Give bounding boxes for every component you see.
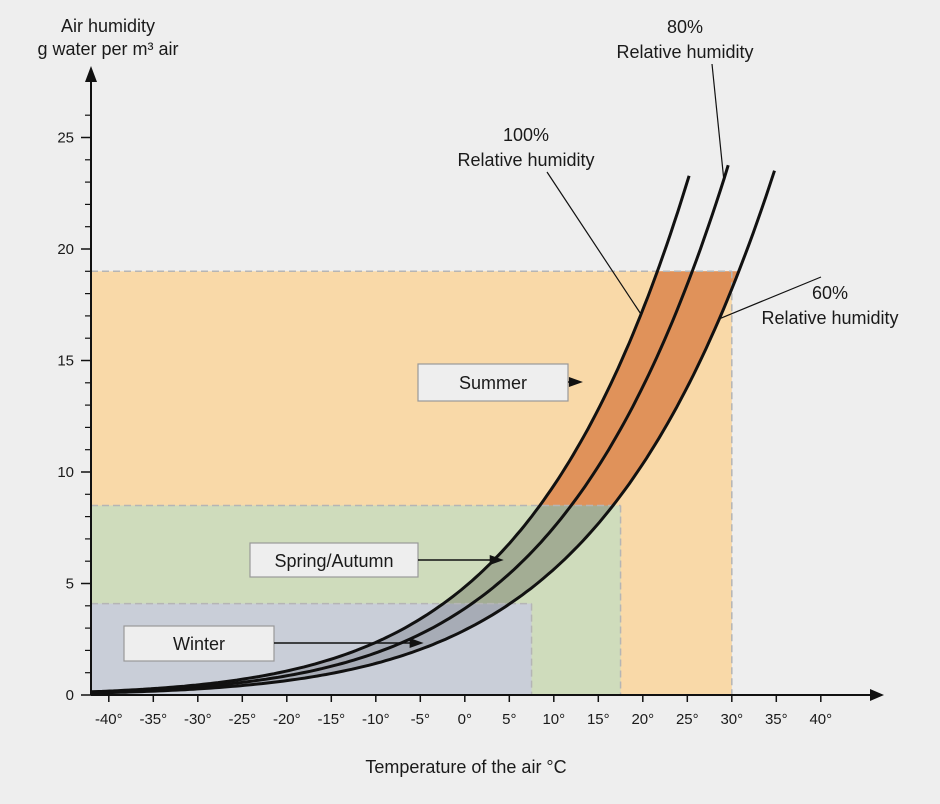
annotation-leader-line (719, 276, 822, 320)
x-tick-label: -5° (411, 711, 430, 728)
pointer-arrow-spring-autumn (489, 555, 504, 565)
curve-60-rh (90, 170, 776, 695)
y-tick-label: 10 (57, 464, 74, 481)
y-axis-label-line1: Air humidity (61, 16, 155, 36)
region-boundaries (91, 270, 733, 695)
curve-80-rh (90, 164, 730, 694)
region-label-spring-autumn: Spring/Autumn (274, 551, 393, 571)
x-tick-label: -20° (273, 711, 301, 728)
y-tick-label: 5 (66, 576, 74, 593)
pointer-arrow-summer (568, 377, 583, 387)
annotation-leader-line (546, 171, 642, 315)
y-tick-label: 25 (57, 130, 74, 147)
x-tick-label: -25° (228, 711, 256, 728)
y-tick-label: 15 (57, 353, 74, 370)
pointer-arrow-winter (409, 638, 424, 648)
band-summer (539, 271, 739, 506)
annotation-relative-humidity: Relative humidity (761, 308, 898, 328)
x-tick-label: -30° (184, 711, 212, 728)
x-tick-label: -35° (139, 711, 167, 728)
annotation-leader-line (711, 63, 725, 180)
y-tick-label: 20 (57, 241, 74, 258)
x-tick-label: -40° (95, 711, 123, 728)
annotation-relative-humidity: Relative humidity (457, 150, 594, 170)
x-axis-arrow (870, 689, 884, 701)
x-tick-label: 40° (809, 711, 832, 728)
label-box-spring-autumn (249, 542, 419, 578)
x-tick-label: 30° (720, 711, 743, 728)
annotation-relative-humidity: Relative humidity (616, 42, 753, 62)
x-tick-label: 15° (587, 711, 610, 728)
band-winter (91, 603, 511, 694)
x-tick-label: -15° (317, 711, 345, 728)
axes-layer: 0 5 10 15 20 25 -40° -35° -30° -25° -20° -15° -10° -5… (57, 66, 884, 728)
region-label-winter: Winter (173, 634, 225, 654)
y-tick-label: 0 (66, 687, 74, 704)
annotations-layer: 100% Relative humidity 80% Relative humidit… (123, 17, 899, 662)
region-label-summer: Summer (459, 373, 527, 393)
y-axis-arrow (85, 66, 97, 82)
x-axis-label: Temperature of the air °C (365, 757, 566, 777)
curves-layer (90, 164, 776, 695)
x-tick-label: 25° (676, 711, 699, 728)
annotation-percent: 60% (812, 283, 848, 303)
annotation-percent: 80% (667, 17, 703, 37)
x-tick-label: 5° (502, 711, 516, 728)
x-tick-label: 0° (458, 711, 472, 728)
annotation-percent: 100% (503, 125, 549, 145)
x-tick-label: 35° (765, 711, 788, 728)
x-tick-label: 10° (542, 711, 565, 728)
curve-100-rh (90, 175, 691, 694)
x-tick-label: -10° (362, 711, 390, 728)
x-tick-label: 20° (631, 711, 654, 728)
y-axis-label-line2: g water per m³ air (37, 39, 178, 59)
